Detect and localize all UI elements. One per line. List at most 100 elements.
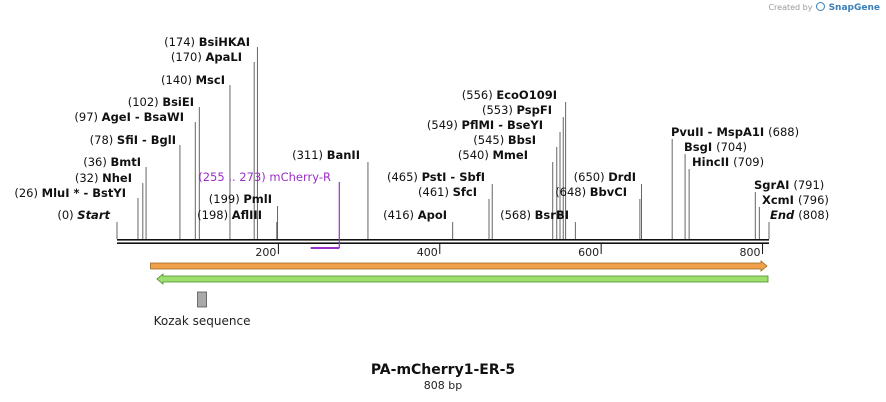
site-position: (199) — [209, 192, 244, 206]
site-label-banii[interactable]: (311) BanII — [292, 148, 360, 162]
site-position: (174) — [164, 35, 199, 49]
site-name: SgrAI — [754, 178, 793, 192]
site-name: SfiI - BglI — [117, 133, 176, 147]
snapgene-credit: Created by SnapGene — [768, 2, 880, 13]
site-label-bsgi[interactable]: BsgI (704) — [684, 140, 747, 154]
snapgene-logo-icon — [816, 2, 826, 11]
site-label-agei[interactable]: (97) AgeI - BsaWI — [74, 110, 184, 124]
site-label-hincii[interactable]: HincII (709) — [692, 155, 764, 169]
site-label-pflmi[interactable]: (549) PflMI - BseYI — [427, 118, 543, 132]
feature-reverse-arrow[interactable] — [156, 273, 769, 285]
site-position: (26) — [14, 186, 41, 200]
site-label-afliii[interactable]: (198) AflIII — [197, 208, 262, 222]
site-label-drdi[interactable]: (650) DrdI — [574, 170, 636, 184]
site-label-msci[interactable]: (140) MscI — [161, 73, 225, 87]
site-name: MluI * - BstYI — [42, 186, 126, 200]
site-name: MscI — [196, 73, 225, 87]
site-position: (461) — [418, 185, 453, 199]
site-name: XcmI — [762, 193, 798, 207]
site-label-sfci[interactable]: (461) SfcI — [418, 185, 477, 199]
site-position: (688) — [768, 125, 799, 139]
site-name: AgeI - BsaWI — [102, 110, 184, 124]
feature-forward-arrow[interactable] — [150, 260, 768, 272]
site-name: DrdI — [608, 170, 636, 184]
site-position: (198) — [197, 208, 232, 222]
site-label-nhei[interactable]: (32) NheI — [75, 171, 132, 185]
site-label-end[interactable]: End (808) — [770, 208, 829, 222]
site-position: (650) — [574, 170, 609, 184]
site-label-sgrai[interactable]: SgrAI (791) — [754, 178, 824, 192]
site-name: BsiEI — [162, 95, 194, 109]
site-name: HincII — [692, 155, 733, 169]
site-label-bsrbi[interactable]: (568) BsrBI — [500, 208, 569, 222]
site-label-mmei[interactable]: (540) MmeI — [458, 148, 528, 162]
site-position: (102) — [128, 95, 163, 109]
site-position: (648) — [555, 185, 590, 199]
site-name: SfcI — [453, 185, 477, 199]
site-name: BsiHKAI — [199, 35, 250, 49]
site-label-pvuii[interactable]: PvuII - MspA1I (688) — [671, 125, 799, 139]
site-position: (140) — [161, 73, 196, 87]
credit-brand: SnapGene — [828, 3, 880, 13]
site-label-pspfi[interactable]: (553) PspFI — [482, 103, 552, 117]
site-name: BbsI — [508, 133, 536, 147]
site-position: (549) — [427, 118, 462, 132]
feature-kozak-box[interactable] — [197, 291, 207, 308]
site-name: AflIII — [232, 208, 262, 222]
site-name: End — [770, 208, 798, 222]
map-length: 808 bp — [423, 379, 463, 392]
site-position: (796) — [798, 193, 829, 207]
site-position: (540) — [458, 148, 493, 162]
site-position: (568) — [500, 208, 535, 222]
site-name: ApaLI — [206, 50, 243, 64]
site-position: (32) — [75, 171, 102, 185]
site-label-psti[interactable]: (465) PstI - SbfI — [387, 170, 485, 184]
site-name: EcoO109I — [496, 88, 557, 102]
site-position: (311) — [292, 148, 327, 162]
site-label-pmli[interactable]: (199) PmlI — [209, 192, 272, 206]
backbone-top-strand — [117, 239, 769, 241]
site-label-bsiei[interactable]: (102) BsiEI — [128, 95, 194, 109]
site-name: ApoI — [418, 208, 447, 222]
site-position: (416) — [383, 208, 418, 222]
site-position: (704) — [716, 140, 747, 154]
ruler-label-600: 600 — [578, 246, 599, 259]
site-label-xcmi[interactable]: XcmI (796) — [762, 193, 829, 207]
site-label-mlui[interactable]: (26) MluI * - BstYI — [14, 186, 126, 200]
feature-kozak-label: Kozak sequence — [154, 314, 251, 328]
site-label-start[interactable]: (0) Start — [57, 208, 110, 222]
site-label-bmti[interactable]: (36) BmtI — [83, 155, 141, 169]
ruler-label-200: 200 — [255, 246, 276, 259]
site-position: (553) — [482, 103, 517, 117]
site-label-apali[interactable]: (170) ApaLI — [171, 50, 242, 64]
site-label-bbsi[interactable]: (545) BbsI — [473, 133, 536, 147]
site-name: NheI — [102, 171, 132, 185]
site-name: PvuII - MspA1I — [671, 125, 768, 139]
site-position: (791) — [793, 178, 824, 192]
site-name: PstI - SbfI — [422, 170, 485, 184]
site-label-bsihkai[interactable]: (174) BsiHKAI — [164, 35, 250, 49]
site-position: (545) — [473, 133, 508, 147]
site-label-sfii[interactable]: (78) SfiI - BglI — [90, 133, 176, 147]
site-label-apoi[interactable]: (416) ApoI — [383, 208, 447, 222]
site-name: BsrBI — [535, 208, 569, 222]
site-position: (709) — [733, 155, 764, 169]
site-name: MmeI — [492, 148, 528, 162]
site-position: (36) — [83, 155, 110, 169]
site-name: BanII — [327, 148, 360, 162]
site-label-bbvci[interactable]: (648) BbvCI — [555, 185, 627, 199]
ruler-label-400: 400 — [417, 246, 438, 259]
primer-label[interactable]: (255 .. 273) mCherry-R — [198, 170, 331, 184]
site-label-ecoo109i[interactable]: (556) EcoO109I — [462, 88, 557, 102]
site-position: (170) — [171, 50, 206, 64]
site-position: (0) — [57, 208, 77, 222]
site-name: PflMI - BseYI — [462, 118, 543, 132]
site-position: (556) — [462, 88, 497, 102]
site-name: BsgI — [684, 140, 716, 154]
site-name: Start — [77, 208, 110, 222]
site-name: BmtI — [110, 155, 141, 169]
map-title: PA-mCherry1-ER-5 — [370, 362, 516, 378]
primer-name: mCherry-R — [269, 170, 331, 184]
primer-range: (255 .. 273) — [198, 170, 269, 184]
